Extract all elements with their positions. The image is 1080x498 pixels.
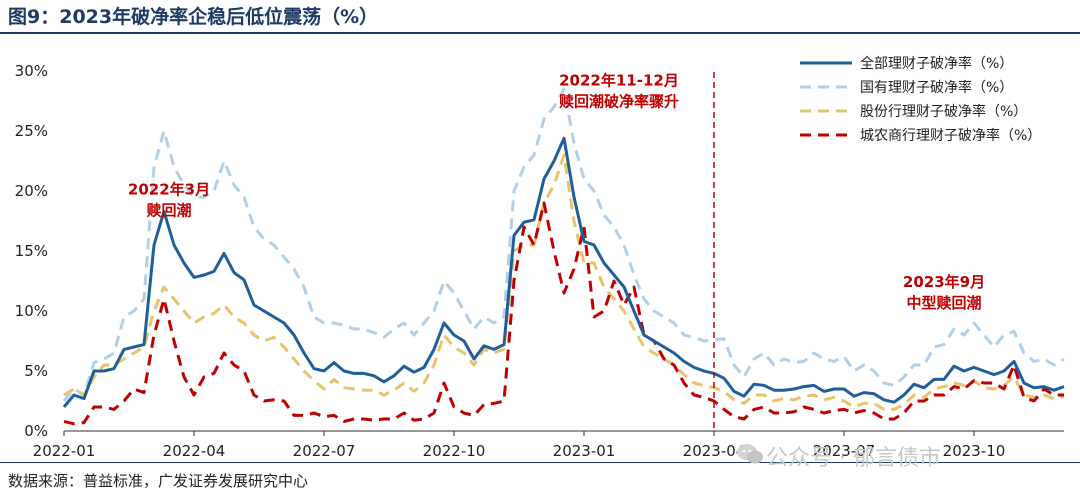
series-line — [63, 201, 1064, 426]
annotation-label: 2023年9月中型赎回潮 — [903, 273, 985, 312]
series-layer — [62, 72, 1065, 431]
y-tick-label: 30% — [15, 62, 48, 80]
y-tick-label: 15% — [15, 242, 48, 260]
title-divider — [0, 32, 1080, 34]
annotation-label: 2022年11-12月赎回潮破净率骤升 — [559, 71, 679, 110]
y-tick-label: 10% — [15, 302, 48, 320]
y-tick-label: 0% — [24, 422, 48, 440]
page-title: 图9：2023年破净率企稳后低位震荡（%） — [8, 6, 379, 28]
annotation-line: 2022年11-12月 — [559, 71, 679, 89]
series-line — [63, 153, 1065, 411]
legend-label: 股份行理财子破净率（%） — [860, 103, 1027, 120]
annotation-line: 赎回潮破净率骤升 — [559, 92, 679, 110]
annotation-line: 2022年3月 — [128, 181, 210, 199]
annotation-line: 赎回潮 — [146, 202, 191, 220]
legend-label: 城农商行理财子破净率（%） — [860, 127, 1041, 144]
wechat-icon — [737, 444, 763, 464]
legend-box — [788, 50, 1056, 158]
annotation-layer: 2022年3月赎回潮 2022年11-12月赎回潮破净率骤升 2023年9月中型赎回… — [128, 71, 985, 312]
watermark: 公众号 · 郁言债市 — [766, 446, 941, 471]
legend: 全部理财子破净率（%） 国有理财子破净率（%） 股份行理财子破净率（%） 城农商行理财… — [788, 50, 1056, 158]
x-tick-label: 2022-07 — [293, 442, 356, 460]
series-line — [62, 87, 1065, 402]
x-tick-label: 2023-04 — [683, 442, 746, 460]
y-tick-label: 20% — [15, 182, 48, 200]
x-tick-label: 2022-10 — [423, 442, 486, 460]
line-chart: 0% 5% 10% 15% 20% 25% 30% 2022-01 2022-04 2022-07… — [14, 50, 1065, 460]
x-tick-label: 2022-01 — [33, 442, 96, 460]
series-line — [62, 136, 1065, 408]
source-note: 数据来源：普益标准，广发证券发展研究中心 — [8, 472, 309, 490]
x-tick-label: 2022-04 — [163, 442, 226, 460]
annotation-label: 2022年3月赎回潮 — [128, 181, 210, 220]
x-tick-label: 2023-10 — [943, 442, 1006, 460]
legend-label: 国有理财子破净率（%） — [860, 79, 1013, 96]
annotation-line: 中型赎回潮 — [906, 294, 981, 312]
x-tick-label: 2023-01 — [553, 442, 616, 460]
annotation-line: 2023年9月 — [903, 273, 985, 291]
y-tick-label: 5% — [24, 362, 48, 380]
source-divider — [0, 462, 1080, 463]
x-tick-label: 2023-07 — [813, 442, 876, 460]
axes: 0% 5% 10% 15% 20% 25% 30% 2022-01 2022-04 2022-07… — [15, 62, 1064, 460]
y-tick-label: 25% — [15, 122, 48, 140]
legend-label: 全部理财子破净率（%） — [860, 55, 1013, 72]
